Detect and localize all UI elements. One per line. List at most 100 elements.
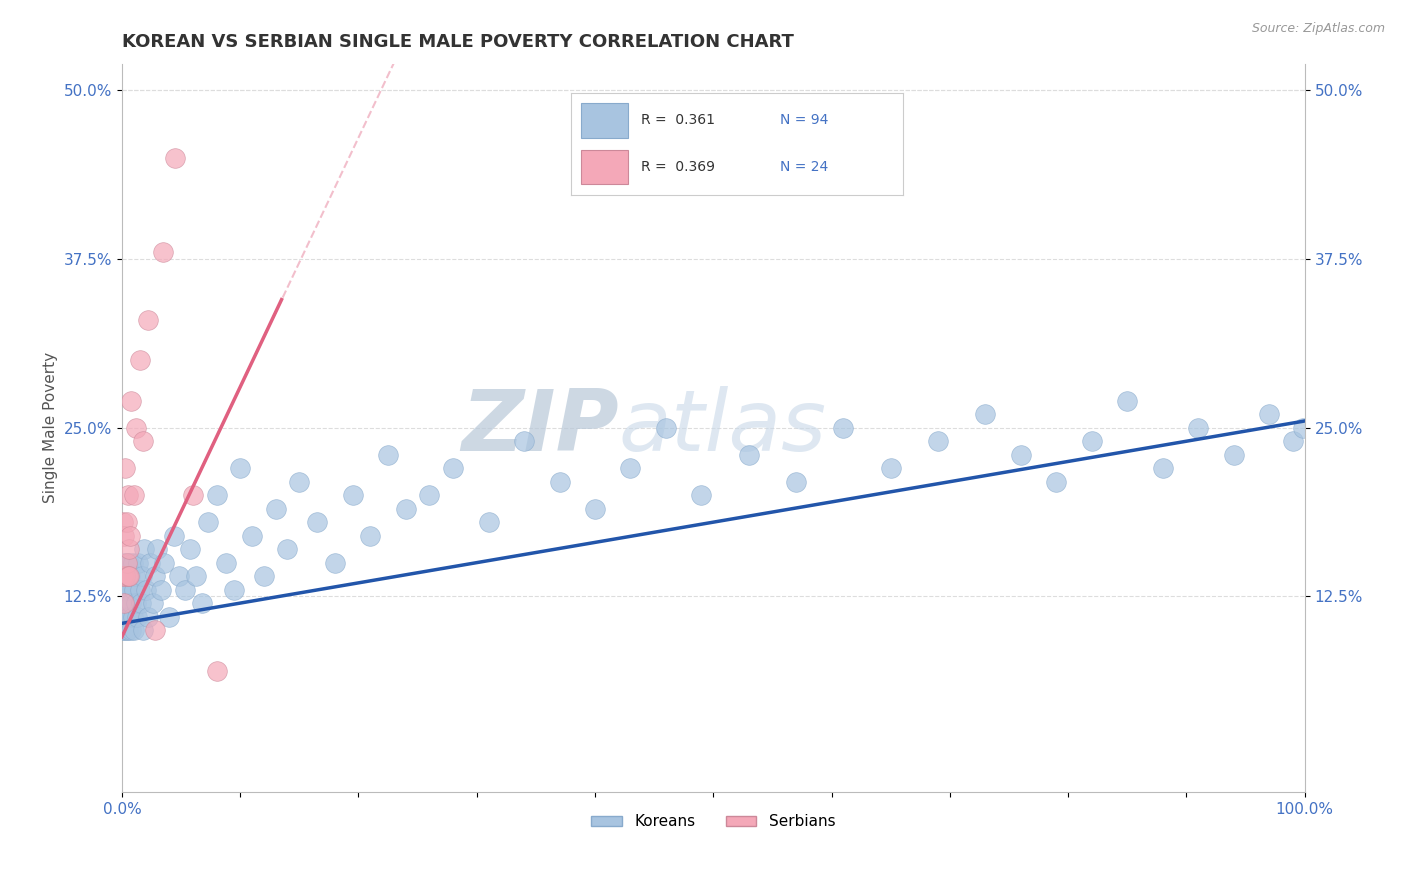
Point	[117, 488, 139, 502]
Point	[548, 475, 571, 489]
Point	[1081, 434, 1104, 449]
Point	[112, 569, 135, 583]
Point	[142, 596, 165, 610]
Point	[136, 313, 159, 327]
Point	[738, 448, 761, 462]
Point	[112, 623, 135, 637]
Point	[114, 609, 136, 624]
Point	[114, 569, 136, 583]
Point	[229, 461, 252, 475]
Point	[120, 582, 142, 597]
Point	[125, 421, 148, 435]
Text: KOREAN VS SERBIAN SINGLE MALE POVERTY CORRELATION CHART: KOREAN VS SERBIAN SINGLE MALE POVERTY CO…	[122, 33, 794, 51]
Point	[1116, 393, 1139, 408]
Point	[167, 569, 190, 583]
Point	[115, 515, 138, 529]
Point	[418, 488, 440, 502]
Point	[115, 623, 138, 637]
Point	[205, 488, 228, 502]
Point	[288, 475, 311, 489]
Point	[276, 542, 298, 557]
Point	[115, 596, 138, 610]
Point	[165, 151, 187, 165]
Point	[323, 556, 346, 570]
Point	[359, 529, 381, 543]
Point	[114, 461, 136, 475]
Point	[441, 461, 464, 475]
Point	[128, 353, 150, 368]
Point	[224, 582, 246, 597]
Point	[128, 582, 150, 597]
Point	[395, 501, 418, 516]
Point	[121, 556, 143, 570]
Point	[179, 542, 201, 557]
Point	[1222, 448, 1244, 462]
Text: atlas: atlas	[619, 386, 827, 469]
Point	[927, 434, 949, 449]
Point	[112, 623, 135, 637]
Point	[655, 421, 678, 435]
Point	[124, 569, 146, 583]
Point	[307, 515, 329, 529]
Point	[1010, 448, 1032, 462]
Point	[132, 623, 155, 637]
Point	[118, 609, 141, 624]
Point	[1187, 421, 1209, 435]
Point	[112, 609, 135, 624]
Point	[120, 596, 142, 610]
Point	[583, 501, 606, 516]
Point	[143, 623, 166, 637]
Text: ZIP: ZIP	[461, 386, 619, 469]
Point	[197, 515, 219, 529]
Point	[112, 515, 135, 529]
Point	[152, 245, 174, 260]
Point	[690, 488, 713, 502]
Point	[112, 569, 135, 583]
Point	[146, 542, 169, 557]
Point	[1045, 475, 1067, 489]
Point	[149, 582, 172, 597]
Point	[135, 582, 157, 597]
Point	[117, 569, 139, 583]
Point	[240, 529, 263, 543]
Point	[114, 582, 136, 597]
Point	[215, 556, 238, 570]
Point	[619, 461, 641, 475]
Point	[1292, 421, 1315, 435]
Point	[112, 529, 135, 543]
Point	[118, 596, 141, 610]
Point	[120, 529, 142, 543]
Point	[120, 393, 142, 408]
Point	[186, 569, 208, 583]
Point	[131, 569, 153, 583]
Point	[136, 609, 159, 624]
Point	[163, 529, 186, 543]
Point	[122, 488, 145, 502]
Point	[117, 623, 139, 637]
Point	[1152, 461, 1174, 475]
Point	[879, 461, 901, 475]
Point	[513, 434, 536, 449]
Point	[121, 609, 143, 624]
Point	[205, 664, 228, 678]
Point	[114, 569, 136, 583]
Point	[377, 448, 399, 462]
Legend: Koreans, Serbians: Koreans, Serbians	[585, 808, 841, 835]
Point	[342, 488, 364, 502]
Point	[127, 609, 149, 624]
Point	[114, 596, 136, 610]
Point	[139, 556, 162, 570]
Point	[153, 556, 176, 570]
Point	[832, 421, 855, 435]
Point	[1282, 434, 1305, 449]
Text: Source: ZipAtlas.com: Source: ZipAtlas.com	[1251, 22, 1385, 36]
Point	[117, 569, 139, 583]
Point	[118, 542, 141, 557]
Point	[117, 609, 139, 624]
Point	[118, 569, 141, 583]
Point	[112, 582, 135, 597]
Point	[115, 556, 138, 570]
Point	[974, 407, 997, 421]
Point	[129, 596, 152, 610]
Point	[157, 609, 180, 624]
